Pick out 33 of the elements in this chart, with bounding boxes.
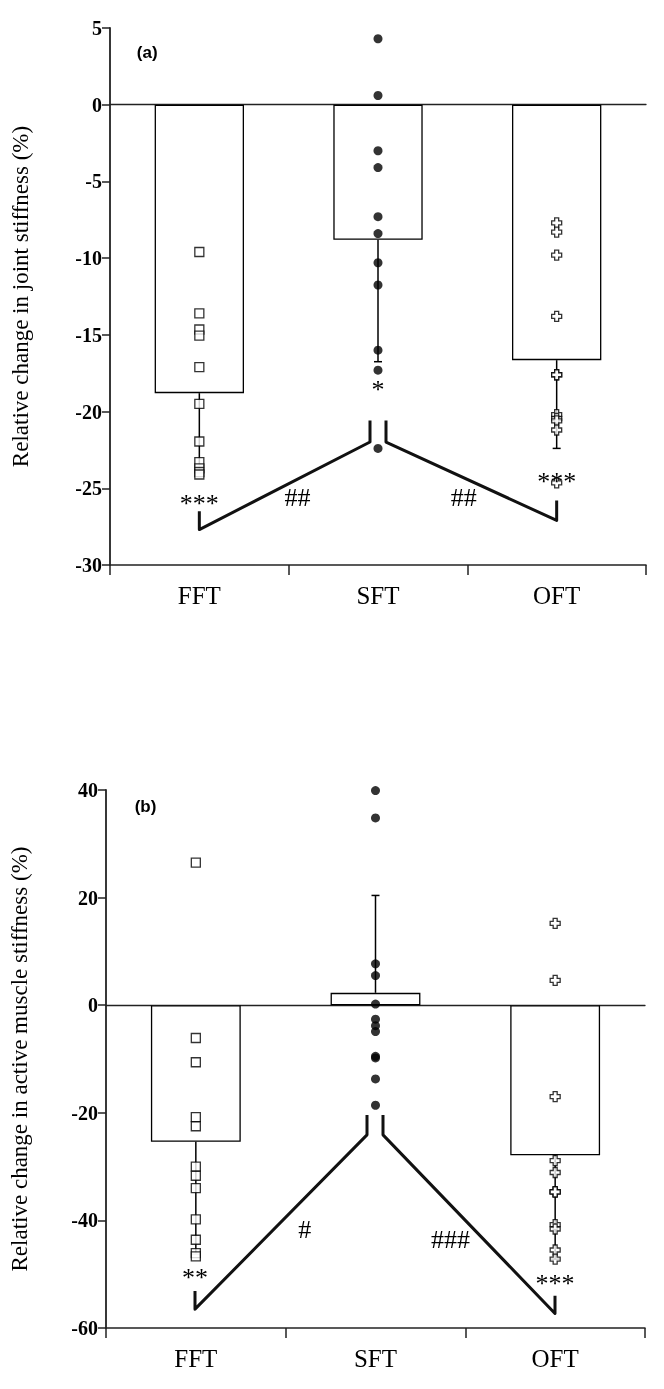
x-tick-label: FFT bbox=[177, 582, 221, 609]
y-tick-label: -10 bbox=[75, 247, 102, 270]
y-tick-label: -25 bbox=[75, 477, 102, 500]
x-tick-label: SFT bbox=[353, 1345, 398, 1372]
y-tick-label: -15 bbox=[75, 323, 102, 346]
y-tick-label: 5 bbox=[92, 17, 102, 39]
annotation: *** bbox=[535, 1268, 575, 1298]
y-tick-label: 40 bbox=[78, 779, 98, 801]
annotation: ## bbox=[450, 482, 477, 512]
annotation: # bbox=[298, 1214, 312, 1244]
annotation: ### bbox=[431, 1225, 471, 1255]
annotation: ## bbox=[284, 482, 311, 512]
y-tick-label: -60 bbox=[71, 1317, 98, 1339]
y-tick-label: -20 bbox=[71, 1101, 98, 1124]
x-tick-label: OFT bbox=[531, 1345, 579, 1372]
annotation: *** bbox=[179, 488, 219, 518]
annotation: *** bbox=[537, 467, 577, 497]
annotation: ** bbox=[182, 1262, 209, 1292]
y-tick-label: 20 bbox=[78, 886, 98, 909]
y-axis-title: Relative change in joint stiffness (%) bbox=[8, 125, 33, 468]
y-tick-label: 0 bbox=[88, 994, 98, 1017]
annotation: (a) bbox=[136, 42, 158, 62]
annotation: * bbox=[371, 375, 385, 405]
x-tick-label: FFT bbox=[174, 1345, 218, 1372]
y-tick-label: -5 bbox=[85, 170, 102, 193]
annotation: (b) bbox=[134, 796, 157, 816]
y-tick-label: -20 bbox=[75, 400, 102, 423]
x-tick-label: SFT bbox=[356, 582, 400, 609]
y-tick-label: 0 bbox=[92, 93, 102, 116]
x-tick-label: OFT bbox=[533, 582, 581, 609]
y-tick-label: -30 bbox=[75, 554, 102, 576]
y-tick-label: -40 bbox=[71, 1209, 98, 1232]
y-axis-title: Relative change in active muscle stiffness (%) bbox=[7, 846, 32, 1272]
